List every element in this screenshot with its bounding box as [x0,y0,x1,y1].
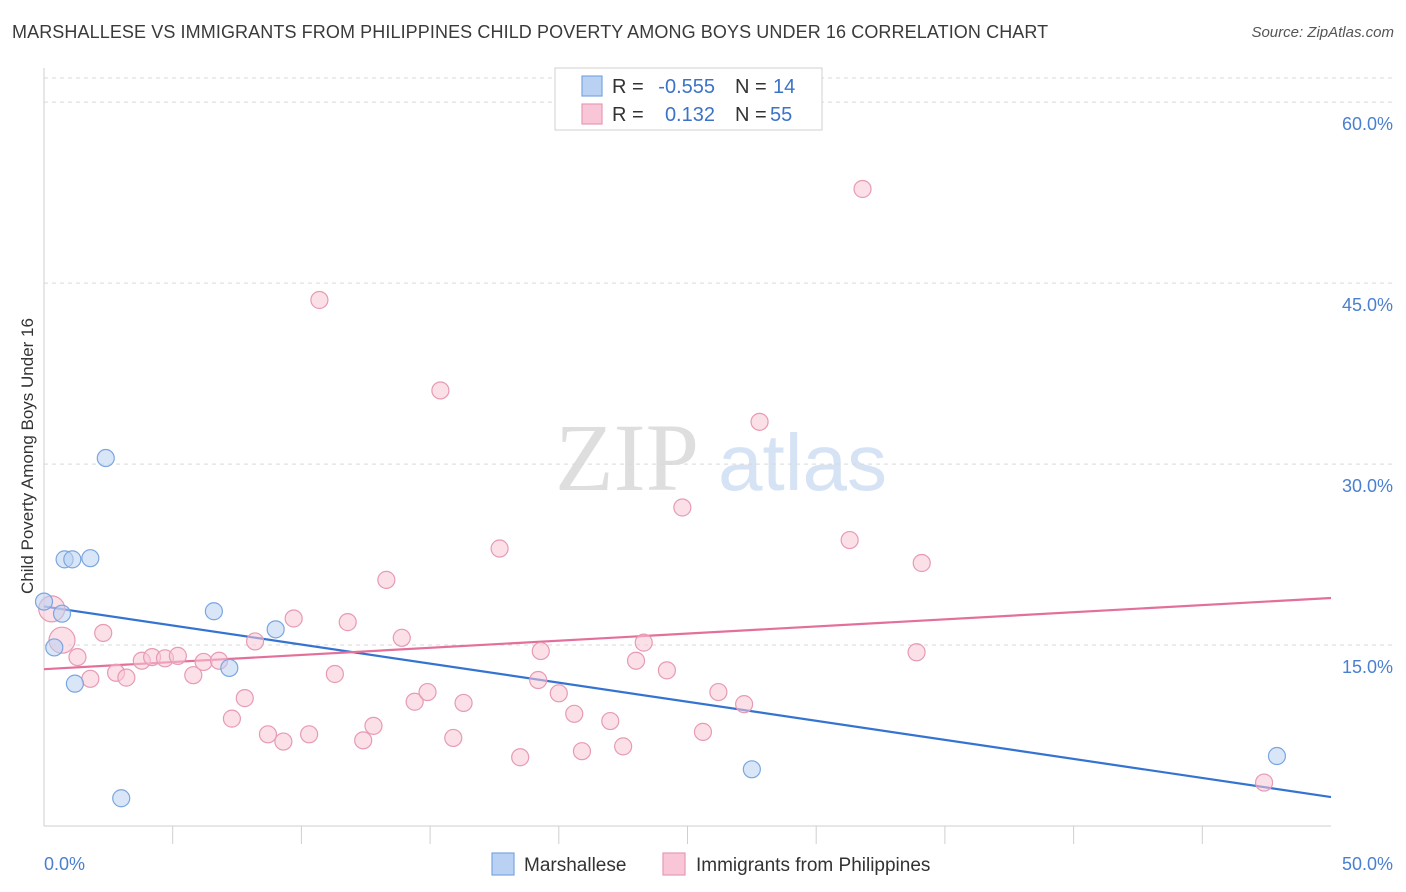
y-tick-label: 30.0% [1342,476,1393,496]
legend-r-label: R = [612,104,644,126]
philippines-point [614,737,633,756]
philippines-point [68,647,87,667]
philippines-point [194,652,213,672]
philippines-point [572,742,592,761]
philippines-point [912,553,931,573]
philippines-point [310,290,329,310]
marshallese-point [742,760,761,779]
marshallese-point [1267,746,1287,766]
philippines-point [735,695,754,714]
philippines-point [565,704,584,723]
philippines-point [709,682,728,702]
philippines-point [117,668,136,687]
philippines-point [235,689,254,708]
legend-swatch-philippines [581,103,603,125]
legend-n-value: 14 [773,76,795,98]
philippines-point [853,179,872,199]
legend-r-value: -0.555 [658,76,715,98]
philippines-point [354,731,373,750]
watermark-zip: ZIP [555,404,699,511]
philippines-point [750,412,769,431]
series-legend: Marshallese Immigrants from Philippines [491,852,930,876]
philippines-point [431,381,450,400]
philippines-point [529,670,548,690]
gridlines [44,77,1392,646]
bottom-legend-label: Immigrants from Philippines [696,855,930,876]
philippines-point [511,748,530,767]
marshallese-point [266,620,285,639]
philippines-point [907,643,926,662]
legend-n-label: N = [735,76,767,98]
philippines-point [222,709,242,728]
marshallese-point [65,674,84,693]
y-tick-label: 45.0% [1342,295,1393,315]
marshallese-point [204,602,223,621]
philippines-point [418,682,437,702]
philippines-point [94,623,113,643]
y-axis-label: Child Poverty Among Boys Under 16 [18,318,37,594]
y-tick-label: 60.0% [1342,114,1393,134]
philippines-point [284,609,303,628]
x-tick-label: 0.0% [44,854,85,874]
correlation-legend: R = -0.555 N = 14 R = 0.132 N = 55 [554,67,823,131]
y-tick-label: 15.0% [1342,657,1393,677]
bottom-legend-swatch-philippines [662,852,686,876]
philippines-point [454,693,473,713]
legend-n-value: 55 [770,104,792,126]
philippines-point [1254,773,1274,792]
philippines-point [245,632,265,651]
marshallese-point [34,592,54,611]
data-points [34,179,1287,808]
axes [43,68,1331,844]
legend-r-label: R = [612,76,644,98]
marshallese-point [220,658,239,678]
philippines-point [405,692,424,711]
watermark-atlas: atlas [718,418,887,507]
legend-n-label: N = [735,104,767,126]
philippines-point [657,661,677,680]
philippines-point [364,716,383,735]
philippines-point [300,725,319,744]
marshallese-point [81,549,100,568]
marshallese-point [45,638,64,657]
philippines-point [258,725,278,744]
philippines-point [549,684,568,703]
legend-r-value: 0.132 [665,104,715,126]
philippines-point [81,669,100,688]
philippines-point [531,641,550,661]
philippines-point [274,732,293,751]
marshallese-point [52,604,72,623]
x-tick-labels: 0.0% 50.0% [44,854,1393,874]
philippines-point [693,722,713,741]
x-tick-label: 50.0% [1342,854,1393,874]
bottom-legend-swatch-marshallese [491,852,515,876]
philippines-point [377,570,396,589]
philippines-point [338,613,357,632]
philippines-point [601,711,620,731]
legend-swatch-marshallese [581,75,603,97]
marshallese-point [63,550,82,569]
philippines-point [490,539,509,558]
y-tick-labels: 15.0% 30.0% 45.0% 60.0% [1342,114,1393,677]
philippines-point [673,498,692,517]
chart-title: MARSHALLESE VS IMMIGRANTS FROM PHILIPPIN… [12,22,1049,42]
philippines-point [626,651,646,670]
chart-source: Source: ZipAtlas.com [1251,24,1394,41]
philippines-trend-line [43,596,1332,671]
philippines-point [840,530,859,550]
philippines-point [634,633,653,652]
philippines-point [168,646,187,665]
philippines-point [392,628,411,647]
philippines-point [184,666,203,685]
philippines-point [325,664,344,684]
marshallese-point [112,789,131,808]
bottom-legend-label: Marshallese [524,855,626,876]
marshallese-point [96,448,115,468]
philippines-point [444,728,463,748]
